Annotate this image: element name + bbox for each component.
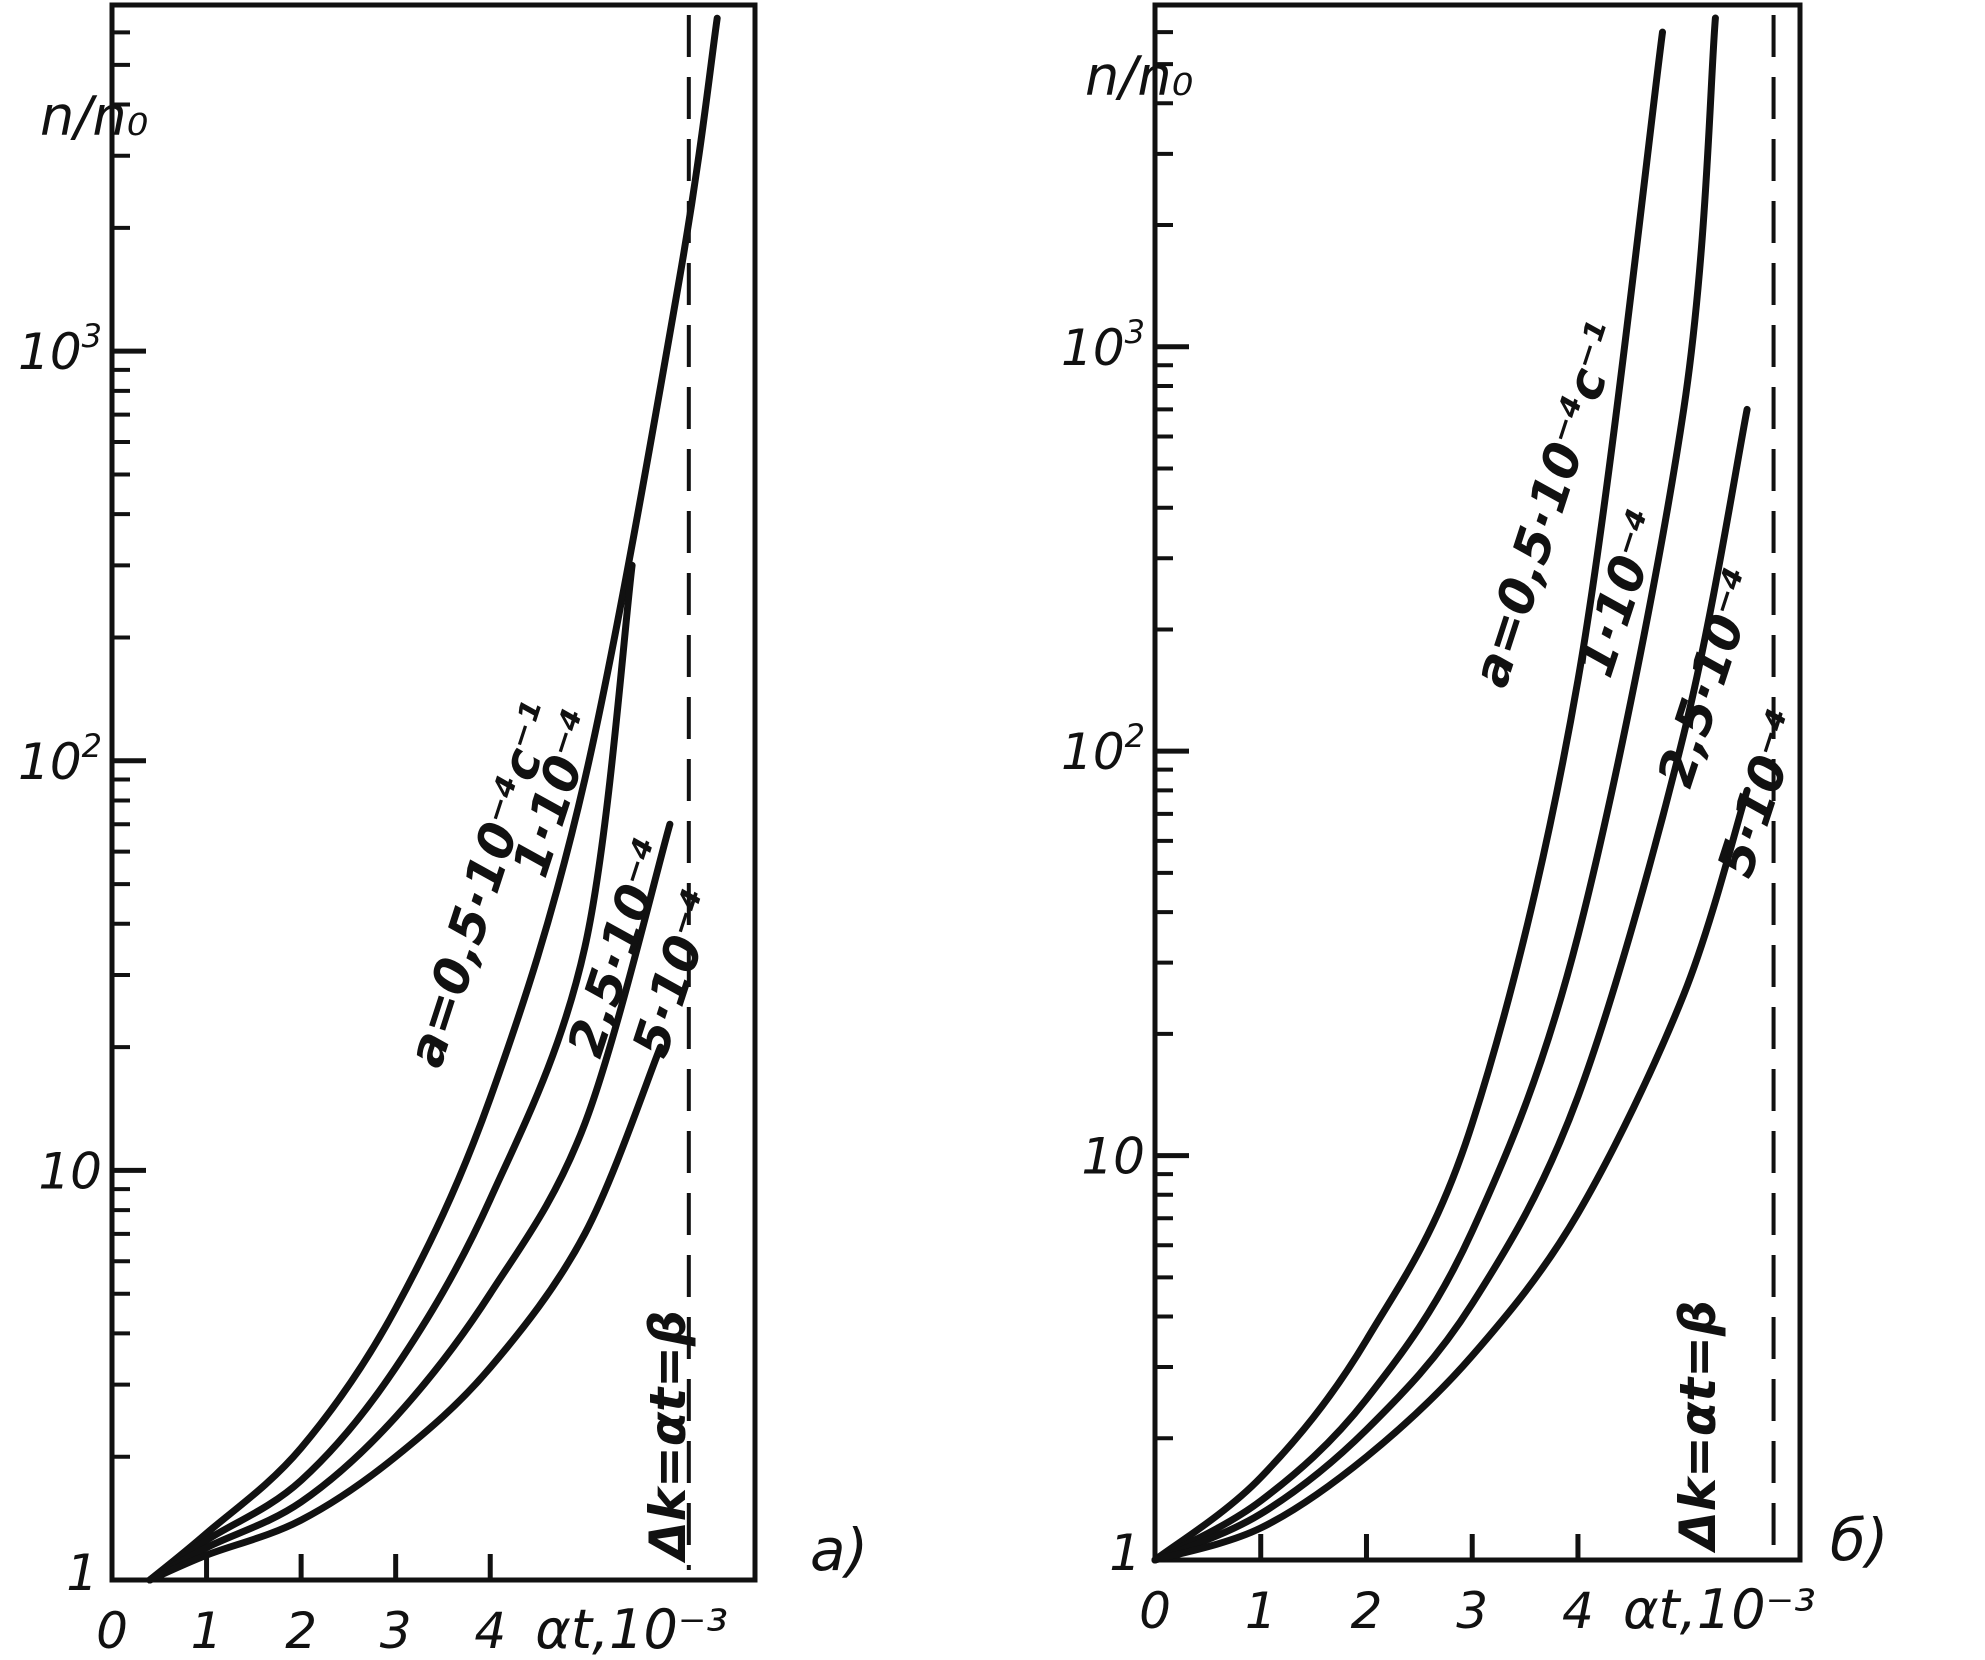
plot-frame [109,2,758,1583]
x-tick-label: 3 [1456,1582,1488,1640]
panel-label: a) [810,1516,868,1584]
x-tick-label: 0 [96,1602,128,1660]
x-tick-label: 3 [380,1602,412,1660]
reference-line-label: Δk=αt=β [639,1310,697,1564]
y-axis-title: n/n₀ [40,85,148,148]
series-line [1151,405,1751,1564]
y-tick-label: 102 [18,727,102,791]
x-tick-label: 0 [1139,1582,1171,1640]
x-tick-label: 4 [1562,1582,1594,1640]
series-line [146,1043,664,1584]
x-tick-label: 1 [1245,1582,1277,1640]
x-tick-label: 4 [474,1602,506,1660]
x-tick-label: 2 [285,1602,317,1660]
series-line [146,820,674,1584]
series-line [1151,28,1666,1564]
panel-label: б) [1830,1506,1888,1574]
y-tick-label: 10 [1081,1128,1145,1186]
series-line [1151,14,1719,1564]
y-axis-title: n/n₀ [1085,45,1193,108]
y-tick-label: 103 [18,317,102,381]
y-tick-label: 10 [38,1142,102,1200]
series-line [146,14,721,1584]
x-tick-label: 1 [191,1602,223,1660]
series-line [1151,786,1751,1564]
y-origin-label: 1 [66,1544,98,1602]
y-tick-label: 102 [1061,717,1145,781]
y-tick-label: 103 [1061,313,1145,377]
x-axis-title: αt,10⁻³ [535,1598,728,1660]
x-axis-title: αt,10⁻³ [1623,1578,1816,1641]
series-label: 1·10⁻⁴ [1566,503,1674,684]
series-line [146,561,636,1584]
x-tick-label: 2 [1351,1582,1383,1640]
reference-line-label: Δk=αt=β [1669,1300,1727,1554]
y-origin-label: 1 [1109,1524,1141,1582]
plot-frame [1152,2,1803,1563]
